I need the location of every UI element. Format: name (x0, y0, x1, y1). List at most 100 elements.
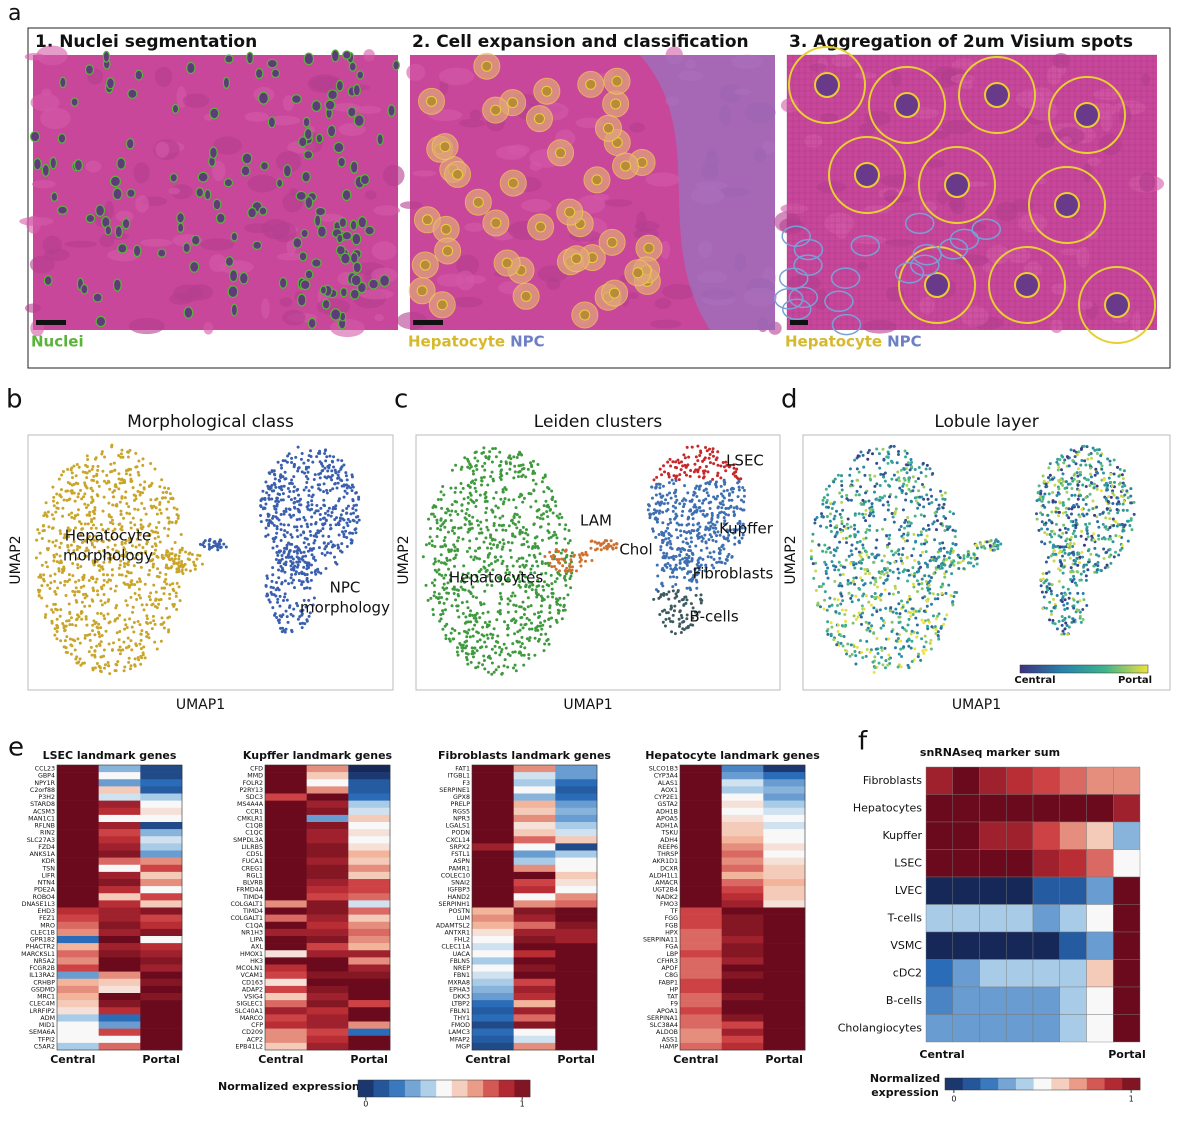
cell-point (546, 486, 549, 489)
cell-point (917, 655, 920, 658)
cell-point (666, 543, 669, 546)
cell-point (456, 650, 459, 653)
cell-point (148, 573, 151, 576)
cell-point (544, 475, 547, 478)
cell-point (460, 646, 463, 649)
cell-point (568, 563, 571, 566)
cell-point (53, 634, 56, 637)
cell-point (675, 595, 678, 598)
cell-point (346, 478, 349, 481)
cell-point (84, 522, 87, 525)
cell-point (559, 604, 562, 607)
cell-point (500, 460, 503, 463)
cell-point (340, 479, 343, 482)
cell-point (691, 553, 694, 556)
cell-point (902, 508, 905, 511)
cell-point (859, 576, 862, 579)
image-title: 2. Cell expansion and classification (412, 32, 749, 52)
cell-point (706, 491, 709, 494)
cell-point (111, 568, 114, 571)
cell-point (664, 618, 667, 621)
nucleus (298, 294, 306, 306)
cell-point (82, 578, 85, 581)
cell-point (169, 566, 172, 569)
cell-point (129, 667, 132, 670)
cell-point (911, 566, 914, 569)
cell-point (490, 673, 493, 676)
cell-point (879, 484, 882, 487)
cell-point (340, 513, 343, 516)
cell-point (1123, 500, 1126, 503)
cell-point (475, 596, 478, 599)
cell-point (166, 616, 169, 619)
cell-point (326, 551, 329, 554)
nucleus (187, 62, 195, 73)
cell-point (290, 515, 293, 518)
cell-point (301, 626, 304, 629)
cell-point (666, 494, 669, 497)
cell-point (494, 651, 497, 654)
cell-point (875, 637, 878, 640)
cell-point (714, 484, 717, 487)
cell-point (56, 626, 59, 629)
cell-point (118, 567, 121, 570)
cell-point (698, 499, 701, 502)
cell-point (852, 580, 855, 583)
cell-point (837, 474, 840, 477)
cell-point (271, 517, 274, 520)
cell-point (50, 620, 53, 623)
cell-point (678, 618, 681, 621)
cell-point (330, 540, 333, 543)
cell-point (868, 449, 871, 452)
cell-point (38, 594, 41, 597)
cell-point (304, 555, 307, 558)
cell-point (951, 603, 954, 606)
cell-point (106, 573, 109, 576)
cell-point (954, 535, 957, 538)
cell-point (870, 595, 873, 598)
cell-point (514, 535, 517, 538)
cell-point (674, 583, 677, 586)
cell-point (691, 498, 694, 501)
cell-point (81, 601, 84, 604)
nucleus (440, 142, 450, 152)
cell-point (172, 588, 175, 591)
y-axis-label: UMAP2 (8, 535, 24, 584)
nucleus (607, 237, 617, 247)
cell-point (674, 513, 677, 516)
texture (277, 253, 302, 261)
cell-point (90, 501, 93, 504)
cell-point (937, 507, 940, 510)
cell-point (825, 563, 828, 566)
cell-point (900, 599, 903, 602)
cell-point (127, 455, 130, 458)
cell-point (111, 649, 114, 652)
cell-point (822, 499, 825, 502)
cell-point (138, 588, 141, 591)
cell-point (488, 564, 491, 567)
cell-point (859, 502, 862, 505)
cell-point (66, 651, 69, 654)
cell-point (172, 605, 175, 608)
cell-point (450, 509, 453, 512)
cell-point (869, 513, 872, 516)
cell-point (126, 583, 129, 586)
cell-point (671, 460, 674, 463)
cell-point (912, 486, 915, 489)
cell-point (340, 542, 343, 545)
cell-point (149, 598, 152, 601)
cell-point (218, 543, 221, 546)
cell-point (534, 542, 537, 545)
cell-point (888, 537, 891, 540)
cell-point (463, 497, 466, 500)
cell-point (86, 594, 89, 597)
cell-point (537, 508, 540, 511)
cell-point (1094, 474, 1097, 477)
cell-point (829, 502, 832, 505)
cell-point (549, 625, 552, 628)
cell-point (154, 498, 157, 501)
cell-point (507, 603, 510, 606)
cell-point (840, 480, 843, 483)
cell-point (518, 605, 521, 608)
cell-point (666, 502, 669, 505)
